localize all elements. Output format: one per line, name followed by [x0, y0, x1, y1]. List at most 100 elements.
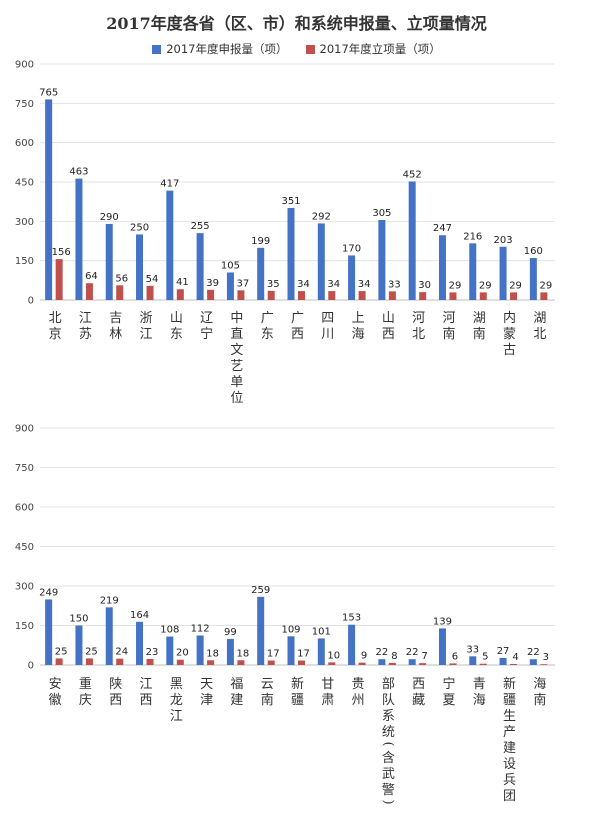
legend-label-approved: 2017年度立项量（项） — [319, 42, 441, 56]
bar-applications — [166, 190, 174, 300]
category-label-char: 江 — [79, 311, 92, 326]
category-label-char: 建 — [503, 741, 516, 756]
category-label-char: 团 — [503, 789, 516, 804]
category-label-char: ( — [380, 741, 395, 746]
category-label-char: 南 — [473, 326, 486, 342]
category-label-char: 疆 — [503, 693, 516, 708]
data-label-applications: 112 — [191, 624, 210, 635]
chart-title: 2017年度各省（区、市）和系统申报量、立项量情况 — [106, 14, 487, 33]
category-label-char: 陕 — [109, 677, 122, 692]
category-label-char: 南 — [533, 692, 546, 708]
data-label-applications: 105 — [221, 260, 240, 271]
data-label-approved: 4 — [512, 652, 518, 663]
data-label-approved: 29 — [479, 280, 492, 291]
data-label-approved: 25 — [55, 646, 68, 657]
data-label-applications: 255 — [191, 221, 210, 232]
bar-approved — [146, 285, 154, 300]
bar-approved — [55, 259, 63, 300]
bar-applications — [45, 599, 53, 665]
bar-approved — [358, 662, 366, 665]
data-label-approved: 20 — [176, 648, 189, 659]
category-label-char: 藏 — [412, 693, 425, 708]
data-label-applications: 170 — [342, 243, 361, 254]
category-label-char: 系 — [382, 709, 395, 724]
data-label-approved: 41 — [176, 277, 189, 288]
category-label-char: 贵 — [352, 677, 365, 692]
category-label-char: 重 — [79, 676, 92, 692]
bar-approved — [267, 290, 275, 300]
category-label-char: 川 — [321, 327, 334, 342]
data-label-applications: 417 — [160, 179, 179, 190]
category-label-char: 建 — [230, 693, 243, 708]
bar-approved — [116, 285, 124, 300]
data-label-applications: 452 — [403, 169, 422, 180]
bar-approved — [116, 658, 124, 665]
category-label-char: 海 — [473, 693, 486, 708]
y-tick-label: 150 — [15, 621, 34, 632]
category-label-char: 西 — [412, 677, 425, 692]
bar-approved — [85, 658, 93, 665]
data-label-approved: 24 — [115, 647, 128, 658]
bar-applications — [529, 659, 537, 665]
category-label-char: 西 — [291, 327, 304, 342]
category-label-char: 龙 — [170, 693, 183, 708]
bar-approved — [146, 658, 154, 665]
bar-applications — [75, 178, 83, 300]
data-label-applications: 153 — [342, 613, 361, 624]
category-label-char: 队 — [382, 693, 395, 708]
bar-applications — [469, 243, 477, 300]
category-label-char: 东 — [261, 327, 274, 342]
category-label-char: 宁 — [200, 326, 213, 342]
category-label-char: 辽 — [200, 311, 213, 326]
bar-applications — [408, 181, 416, 300]
data-label-approved: 29 — [449, 280, 462, 291]
bar-approved — [207, 289, 215, 300]
bar-approved — [388, 662, 396, 665]
bar-approved — [237, 660, 245, 665]
bar-applications — [136, 234, 144, 300]
data-label-applications: 199 — [251, 236, 270, 247]
data-label-applications: 259 — [251, 585, 270, 596]
category-label-char: 州 — [352, 693, 365, 708]
bar-applications — [166, 636, 174, 665]
bar-approved — [479, 663, 487, 665]
category-label-char: 西 — [140, 693, 153, 708]
data-label-approved: 64 — [85, 271, 98, 282]
data-label-applications: 33 — [466, 644, 479, 655]
bar-applications — [257, 247, 265, 300]
category-label-char: ) — [380, 799, 395, 804]
category-label-char: 江 — [170, 709, 183, 724]
data-label-approved: 29 — [509, 280, 522, 291]
bar-approved — [237, 290, 245, 300]
data-label-approved: 23 — [146, 647, 159, 658]
bar-approved — [419, 292, 427, 300]
y-tick-label: 450 — [15, 178, 34, 189]
bar-applications — [196, 635, 204, 665]
category-label-char: 青 — [473, 677, 486, 692]
bar-applications — [226, 272, 234, 300]
legend: 2017年度申报量（项） 2017年度立项量（项） — [0, 41, 593, 57]
data-label-approved: 56 — [115, 273, 128, 284]
category-label-char: 疆 — [291, 693, 304, 708]
bar-applications — [105, 223, 113, 300]
bar-approved — [85, 283, 93, 300]
bar-approved — [449, 663, 457, 665]
bar-approved — [510, 663, 518, 665]
category-label-char: 浙 — [140, 311, 153, 326]
legend-item-applications: 2017年度申报量（项） — [152, 41, 288, 57]
data-label-approved: 18 — [206, 648, 219, 659]
category-label-char: 江 — [140, 327, 153, 342]
category-label-char: 古 — [503, 343, 516, 358]
category-label-char: 徽 — [49, 693, 62, 708]
category-label-char: 宁 — [442, 676, 455, 692]
data-label-applications: 160 — [524, 246, 543, 257]
bar-approved — [176, 289, 184, 300]
bar-applications — [317, 223, 325, 300]
category-label-char: 生 — [503, 709, 516, 724]
bar-applications — [105, 607, 113, 665]
bar-approved — [388, 291, 396, 300]
y-tick-label: 0 — [28, 296, 34, 307]
category-label-char: 京 — [49, 327, 62, 342]
category-label-char: 肃 — [321, 693, 334, 708]
y-tick-label: 750 — [15, 99, 34, 110]
